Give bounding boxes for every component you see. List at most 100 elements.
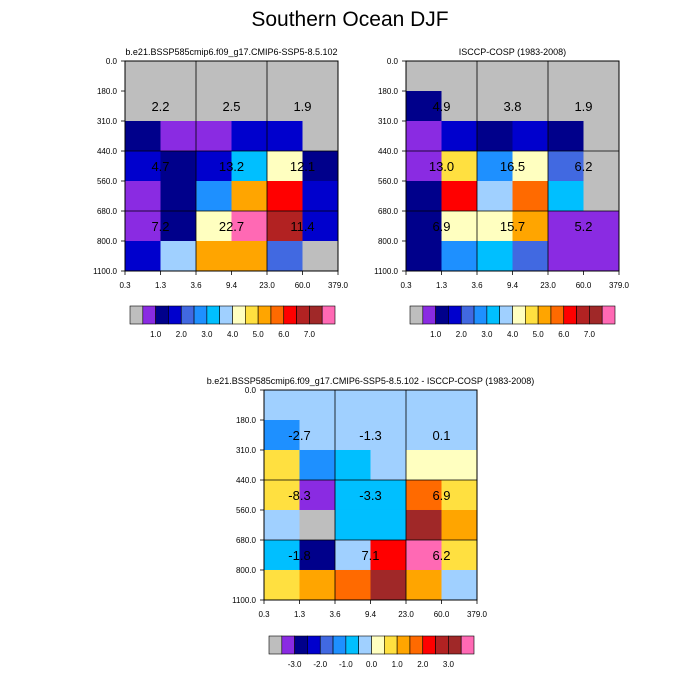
panel-title: ISCCP-COSP (1983-2008) bbox=[459, 47, 566, 57]
colorbar-box bbox=[371, 635, 385, 655]
block-value-label: 13.2 bbox=[219, 159, 244, 174]
heatmap-cell bbox=[231, 211, 268, 242]
heatmap-cell bbox=[548, 180, 584, 212]
heatmap-cell bbox=[196, 180, 232, 212]
heatmap-cell bbox=[548, 240, 584, 272]
colorbar-box bbox=[422, 635, 436, 655]
y-tick-label: 310.0 bbox=[236, 446, 257, 455]
heatmap-cell bbox=[548, 151, 584, 182]
heatmap-cell bbox=[299, 540, 336, 571]
colorbar-label: 7.0 bbox=[584, 330, 596, 339]
heatmap-cell bbox=[160, 180, 197, 212]
colorbar-box bbox=[512, 305, 526, 325]
block-value-label: -2.7 bbox=[288, 428, 310, 443]
heatmap-cell bbox=[406, 390, 442, 421]
block-value-label: -8.3 bbox=[288, 488, 310, 503]
heatmap-cell bbox=[548, 120, 584, 152]
heatmap-cell bbox=[267, 151, 303, 182]
heatmap-cell bbox=[160, 91, 197, 122]
heatmap-cell bbox=[267, 240, 303, 272]
heatmap-cell bbox=[335, 480, 371, 511]
colorbar-box bbox=[268, 635, 283, 655]
block-value-label: -1.3 bbox=[359, 428, 381, 443]
heatmap-cell bbox=[477, 61, 513, 92]
block-value-label: 1.9 bbox=[293, 99, 311, 114]
heatmap-cell bbox=[299, 480, 336, 511]
heatmap-cell bbox=[231, 240, 268, 272]
heatmap-cell bbox=[583, 91, 620, 122]
heatmap-cell bbox=[267, 180, 303, 212]
colorbar-box bbox=[499, 305, 513, 325]
heatmap-cell bbox=[406, 211, 442, 242]
heatmap-cell bbox=[160, 211, 197, 242]
heatmap-cell bbox=[512, 180, 549, 212]
x-tick-label: 23.0 bbox=[540, 281, 556, 290]
block-value-label: 12.1 bbox=[290, 159, 315, 174]
heatmap-cell bbox=[299, 509, 336, 541]
x-tick-label: 23.0 bbox=[398, 610, 414, 619]
heatmap-cell bbox=[299, 569, 336, 601]
colorbar-label: 3.0 bbox=[443, 660, 455, 669]
colorbar-label: 6.0 bbox=[278, 330, 290, 339]
colorbar-label: 7.0 bbox=[304, 330, 316, 339]
heatmap-cell bbox=[370, 509, 407, 541]
colorbar-box bbox=[422, 305, 436, 325]
colorbar-label: 0.0 bbox=[366, 660, 378, 669]
colorbar-label: 2.0 bbox=[456, 330, 468, 339]
heatmap-cell bbox=[160, 240, 197, 272]
colorbar-box bbox=[550, 305, 565, 325]
colorbar-label: 2.0 bbox=[176, 330, 188, 339]
block-value-label: 7.1 bbox=[361, 548, 379, 563]
heatmap-cell bbox=[441, 420, 478, 451]
heatmap-cell bbox=[302, 151, 339, 182]
y-tick-label: 800.0 bbox=[378, 237, 399, 246]
heatmap-cell bbox=[477, 211, 513, 242]
heatmap-cell bbox=[231, 91, 268, 122]
heatmap-cell bbox=[477, 91, 513, 122]
heatmap-cell bbox=[196, 211, 232, 242]
colorbar-label: 3.0 bbox=[481, 330, 493, 339]
y-tick-label: 440.0 bbox=[97, 147, 118, 156]
x-tick-label: 23.0 bbox=[259, 281, 275, 290]
colorbar-box bbox=[283, 305, 297, 325]
heatmap-cell bbox=[302, 211, 339, 242]
block-value-label: -3.3 bbox=[359, 488, 381, 503]
heatmap-cell bbox=[512, 211, 549, 242]
heatmap-cell bbox=[548, 61, 584, 92]
colorbar-box bbox=[129, 305, 144, 325]
x-tick-label: 379.0 bbox=[328, 281, 349, 290]
heatmap-cell bbox=[160, 61, 197, 92]
heatmap-cell bbox=[441, 449, 478, 481]
colorbar-diff: -3.0 -2.0 -1.0 0.0 1.0 2.0 3.0 bbox=[268, 635, 475, 669]
heatmap-cell bbox=[441, 61, 478, 92]
colorbar-label: -3.0 bbox=[288, 660, 302, 669]
heatmap-cell bbox=[406, 569, 442, 601]
colorbar-box bbox=[219, 305, 233, 325]
heatmap-cell bbox=[512, 151, 549, 182]
heatmap-cell bbox=[196, 61, 232, 92]
y-tick-label: 310.0 bbox=[97, 117, 118, 126]
x-tick-label: 1.3 bbox=[155, 281, 167, 290]
y-tick-label: 680.0 bbox=[97, 207, 118, 216]
heatmap-cell bbox=[583, 211, 620, 242]
heatmap-cell bbox=[441, 180, 478, 212]
colorbar-box bbox=[155, 305, 169, 325]
panel-title: b.e21.BSSP585cmip6.f09_g17.CMIP6-SSP5-8.… bbox=[125, 47, 337, 57]
heatmap-cell bbox=[406, 240, 442, 272]
heatmap-cell bbox=[370, 569, 407, 601]
block-value-label: 1.9 bbox=[574, 99, 592, 114]
colorbar-box bbox=[281, 635, 295, 655]
heatmap-cell bbox=[406, 91, 442, 122]
heatmap-cell bbox=[370, 480, 407, 511]
heatmap-cell bbox=[231, 151, 268, 182]
block-value-label: 0.1 bbox=[432, 428, 450, 443]
heatmap-cell bbox=[441, 91, 478, 122]
panel-obs: ISCCP-COSP (1983-2008) 0.0 180.0 310.0 440.0… bbox=[374, 47, 629, 290]
y-tick-label: 560.0 bbox=[378, 177, 399, 186]
heatmap-cell bbox=[125, 180, 161, 212]
heatmap-cell bbox=[335, 509, 371, 541]
colorbar-box bbox=[396, 635, 411, 655]
colorbar-box bbox=[309, 305, 323, 325]
y-tick-label: 180.0 bbox=[97, 87, 118, 96]
